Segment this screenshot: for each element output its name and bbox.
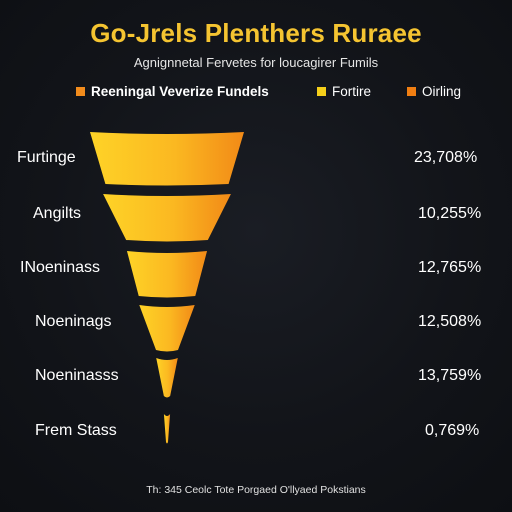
legend-label: Oirling: [422, 84, 462, 99]
category-label: Noeninasss: [35, 367, 119, 384]
legend: Reeningal Veverize Fundels Fortire Oirli…: [0, 84, 512, 102]
legend-item-oirling: Oirling: [407, 84, 461, 99]
value-label: 13,759%: [418, 367, 482, 384]
value-label: 0,769%: [425, 422, 480, 439]
category-label: INoeninass: [20, 259, 101, 276]
legend-item-reeningal: Reeningal Veverize Fundels: [76, 84, 269, 99]
category-label: Frem Stass: [35, 422, 117, 439]
value-label: 10,255%: [418, 205, 482, 222]
chart-subtitle: Agnignnetal Fervetes for loucagirer Fumi…: [133, 55, 379, 70]
value-label: 12,508%: [418, 313, 482, 330]
legend-label: Fortire: [332, 84, 372, 99]
funnel-segments: [90, 132, 244, 444]
value-label: 23,708%: [414, 149, 478, 166]
funnel-segment-6: [163, 414, 171, 444]
chart-title: Go-Jrels Plenthers Ruraee: [90, 18, 422, 48]
legend-swatch: [76, 87, 85, 96]
value-label: 12,765%: [418, 259, 482, 276]
funnel-segment-4: [139, 305, 195, 352]
chart-footer: Th: 345 Ceolc Tote Porgaed O'llyaed Poks…: [146, 484, 366, 496]
category-label: Angilts: [33, 205, 82, 222]
category-label: Furtinge: [17, 149, 76, 166]
category-label: Noeninags: [35, 313, 112, 330]
funnel-segment-2: [103, 194, 231, 242]
funnel-segment-1: [90, 132, 244, 186]
legend-swatch: [317, 87, 326, 96]
funnel-segment-5: [156, 358, 178, 398]
legend-label: Reeningal Veverize Fundels: [91, 84, 269, 99]
legend-swatch: [407, 87, 416, 96]
funnel-segment-3: [126, 251, 208, 298]
legend-item-fortire: Fortire: [317, 84, 371, 99]
